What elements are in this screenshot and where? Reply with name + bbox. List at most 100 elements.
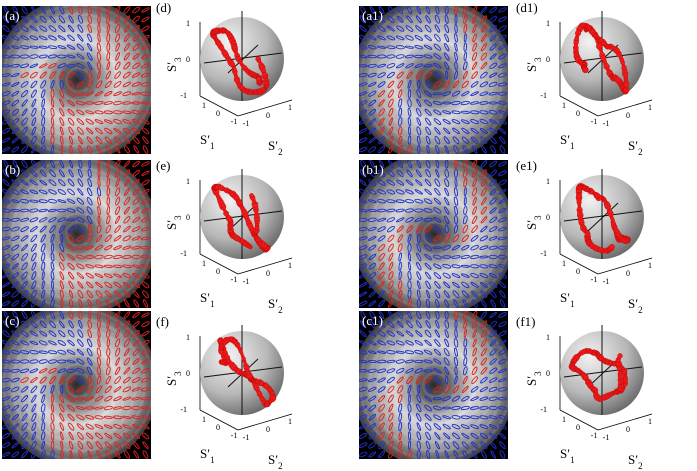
tick-s1: -1 <box>591 117 598 126</box>
polarization-field-c <box>2 311 151 459</box>
panel-a: (a) <box>2 6 151 154</box>
axis-label-s1: S′1 <box>560 290 575 309</box>
panel-label-c1: (c1) <box>362 313 383 328</box>
tick-s3: -1 <box>180 249 187 258</box>
tick-s1: 0 <box>576 267 580 276</box>
tick-s1: 1 <box>202 259 206 268</box>
tick-s2: -1 <box>243 433 250 442</box>
tick-s1: -1 <box>231 117 238 126</box>
tick-s2: 0 <box>266 111 270 120</box>
panel-b1: (b1) <box>359 160 508 308</box>
tick-s3: 1 <box>186 333 190 342</box>
polarization-field-a <box>2 6 151 154</box>
axis-label-s2: S′2 <box>628 452 643 471</box>
polarization-field-a1 <box>359 6 508 154</box>
axis-label-s2: S′2 <box>268 452 283 471</box>
tick-s3: 1 <box>546 19 550 28</box>
axis-label-s1: S′1 <box>560 132 575 151</box>
panel-c: (c) <box>2 311 151 459</box>
tick-s2: 0 <box>626 269 630 278</box>
tick-s1: 0 <box>216 423 220 432</box>
tick-s1: 1 <box>202 415 206 424</box>
panel-label-b1: (b1) <box>362 162 384 177</box>
tick-s3: 1 <box>186 19 190 28</box>
tick-s2: -1 <box>243 277 250 286</box>
poincare-sphere-f: 1 0 -1 1 0 -1 -1 0 1 S′3 S′1 S′2 <box>164 325 293 471</box>
tick-s3: 1 <box>546 177 550 186</box>
axis-label-s2: S′2 <box>268 138 283 157</box>
tick-s2: 0 <box>626 425 630 434</box>
tick-s3: 0 <box>186 369 190 378</box>
tick-s3: 0 <box>546 213 550 222</box>
panel-label-f1: (f1) <box>516 314 536 329</box>
tick-s1: 1 <box>562 101 566 110</box>
panel-label-d: (d) <box>156 0 172 15</box>
tick-s1: 0 <box>576 109 580 118</box>
panel-f1: 1 0 -1 1 0 -1 -1 0 1 S′3 S′1 S′2 (f1) <box>516 314 690 471</box>
polarization-field-c1 <box>359 311 508 459</box>
axis-label-s3: S′3 <box>164 371 183 386</box>
tick-s2: -1 <box>603 277 610 286</box>
tick-s3: -1 <box>180 91 187 100</box>
poincare-sphere-f1: 1 0 -1 1 0 -1 -1 0 1 S′3 S′1 S′2 <box>524 325 653 471</box>
axis-label-s2: S′2 <box>628 138 643 157</box>
tick-s3: -1 <box>540 91 547 100</box>
tick-s3: -1 <box>540 249 547 258</box>
tick-s1: 1 <box>202 101 206 110</box>
tick-s1: 0 <box>216 267 220 276</box>
panel-label-a1: (a1) <box>362 8 383 23</box>
axis-label-s3: S′3 <box>524 215 543 230</box>
tick-s2: 1 <box>648 261 652 270</box>
panel-label-d1: (d1) <box>516 0 538 15</box>
poincare-sphere-e: 1 0 -1 1 0 -1 -1 0 1 S′3 S′1 S′2 <box>164 169 293 315</box>
tick-s2: -1 <box>603 433 610 442</box>
poincare-sphere-d1: 1 0 -1 1 0 -1 -1 0 1 S′3 S′1 S′2 <box>524 11 653 157</box>
tick-s2: 1 <box>288 417 292 426</box>
panel-e1: 1 0 -1 1 0 -1 -1 0 1 S′3 S′1 S′2 (e1) <box>516 158 690 315</box>
axis-label-s1: S′1 <box>200 132 215 151</box>
axis-label-s3: S′3 <box>524 57 543 72</box>
panel-d1: 1 0 -1 1 0 -1 -1 0 1 S′3 S′1 S′2 (d1) <box>516 0 690 157</box>
tick-s1: -1 <box>231 431 238 440</box>
tick-s2: 1 <box>288 261 292 270</box>
panel-d: 1 0 -1 1 0 -1 -1 0 1 S′3 S′1 S′2 (d) <box>156 0 330 157</box>
tick-s1: 1 <box>562 415 566 424</box>
panel-label-e: (e) <box>156 158 171 173</box>
tick-s2: 1 <box>648 103 652 112</box>
tick-s3: 0 <box>546 369 550 378</box>
panel-b: (b) <box>2 160 151 308</box>
panel-e: 1 0 -1 1 0 -1 -1 0 1 S′3 S′1 S′2 (e) <box>156 158 330 315</box>
axis-label-s1: S′1 <box>200 290 215 309</box>
tick-s1: 1 <box>562 259 566 268</box>
axis-label-s2: S′2 <box>628 296 643 315</box>
tick-s3: 0 <box>546 55 550 64</box>
axis-label-s1: S′1 <box>200 446 215 465</box>
polarization-field-b <box>2 160 151 308</box>
tick-s2: 0 <box>266 425 270 434</box>
tick-s1: -1 <box>591 431 598 440</box>
panel-c1: (c1) <box>359 311 508 459</box>
tick-s3: 0 <box>186 213 190 222</box>
axis-label-s2: S′2 <box>268 296 283 315</box>
panel-label-c: (c) <box>5 313 20 328</box>
panel-label-b: (b) <box>5 162 21 177</box>
tick-s2: 1 <box>648 417 652 426</box>
tick-s2: 0 <box>266 269 270 278</box>
tick-s3: -1 <box>540 405 547 414</box>
axis-label-s1: S′1 <box>560 446 575 465</box>
tick-s1: -1 <box>591 275 598 284</box>
polarization-field-b1 <box>359 160 508 308</box>
tick-s2: 1 <box>288 103 292 112</box>
panel-label-a: (a) <box>5 8 20 23</box>
tick-s2: -1 <box>603 119 610 128</box>
tick-s1: 0 <box>216 109 220 118</box>
tick-s3: 0 <box>186 55 190 64</box>
tick-s1: -1 <box>231 275 238 284</box>
tick-s3: 1 <box>186 177 190 186</box>
tick-s2: 0 <box>626 111 630 120</box>
panel-a1: (a1) <box>359 6 508 154</box>
panel-label-f: (f) <box>156 314 169 329</box>
panel-label-e1: (e1) <box>516 158 537 173</box>
panel-f: 1 0 -1 1 0 -1 -1 0 1 S′3 S′1 S′2 (f) <box>156 314 330 471</box>
